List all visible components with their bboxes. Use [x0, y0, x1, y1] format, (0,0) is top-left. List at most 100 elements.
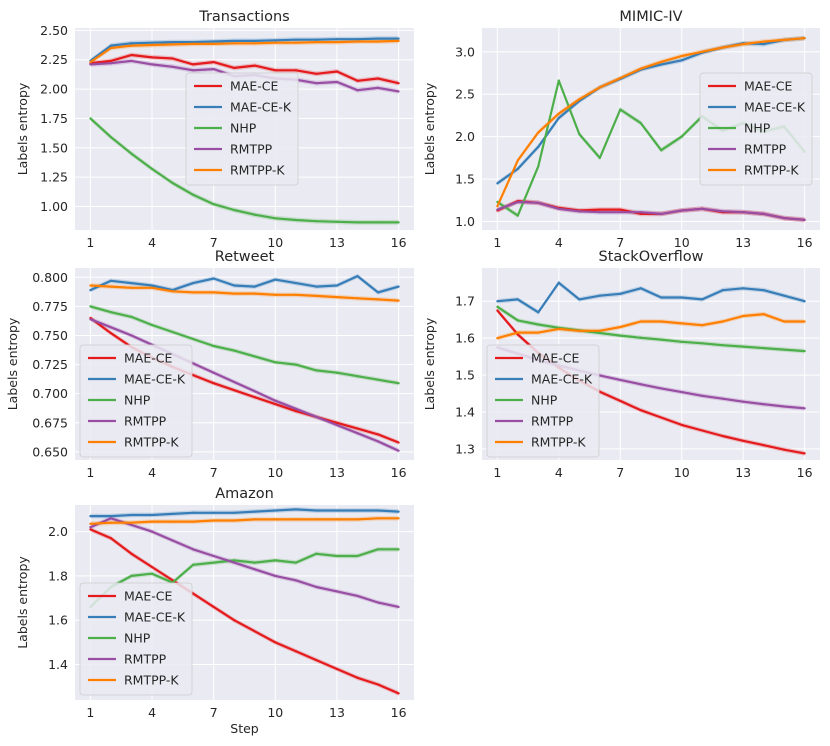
- data-point-rmtpp-k: [335, 518, 339, 521]
- y-tick-label: 1.5: [455, 172, 475, 187]
- data-point-rmtpp: [109, 517, 113, 520]
- y-tick-label: 1.5: [455, 368, 475, 383]
- series-line-rmtpp-k: [497, 313, 805, 340]
- x-tick-label: 7: [616, 235, 624, 250]
- data-point-mae-ce-k: [742, 287, 745, 290]
- data-point-rmtpp: [335, 590, 339, 593]
- data-point-rmtpp: [783, 405, 786, 408]
- data-point-rmtpp: [721, 210, 724, 213]
- data-point-mae-ce: [376, 77, 380, 80]
- data-point-nhp: [233, 559, 236, 562]
- x-tick-label: 7: [616, 465, 624, 480]
- panel-amazon: 1 4 7 10 13 16 1.4 1.6 1.8 2.0 Amazon Labels entrop…: [15, 486, 414, 736]
- x-tick-label: 1: [86, 465, 94, 480]
- x-tick-label: 1: [86, 235, 94, 250]
- data-point-mae-ce: [598, 208, 601, 211]
- data-point-mae-ce: [109, 332, 113, 335]
- data-point-mae-ce: [192, 373, 195, 377]
- legend-label-rmtpp: RMTPP: [531, 414, 574, 429]
- x-tick-label: 1: [86, 705, 94, 720]
- data-point-mae-ce: [639, 409, 642, 412]
- y-tick-label: 2.00: [40, 82, 68, 97]
- data-point-rmtpp: [130, 334, 133, 337]
- y-tick-label: 1.00: [40, 199, 68, 214]
- panel-mimic-iv: 1 4 7 10 13 16 1.0 1.5 2.0 2.5 3.0 MIMIC-IV Labels e…: [422, 9, 820, 250]
- series-band-mae-ce: [90, 527, 399, 696]
- legend-label-nhp: NHP: [124, 631, 151, 646]
- y-tick-label: 1.50: [40, 140, 68, 155]
- data-point-rmtpp: [762, 212, 765, 215]
- legend-box: [185, 72, 299, 186]
- data-point-rmtpp-k: [537, 131, 540, 134]
- data-point-nhp: [253, 561, 256, 564]
- x-tick-label: 10: [267, 235, 283, 250]
- series-line-rmtpp-k: [90, 517, 399, 525]
- y-tick-label: 0.800: [32, 270, 68, 285]
- y-tick-label: 2.5: [455, 87, 475, 102]
- data-point-rmtpp: [701, 207, 704, 210]
- data-point-rmtpp: [150, 530, 154, 533]
- legend-label-nhp: NHP: [744, 121, 771, 136]
- data-point-rmtpp: [356, 89, 359, 92]
- data-point-mae-ce-k: [192, 282, 195, 285]
- data-point-mae-ce-k: [516, 167, 519, 170]
- legend: MAE-CE MAE-CE-K NHP RMTPP RMTPP-K: [79, 582, 193, 696]
- data-point-mae-ce-k: [496, 182, 499, 185]
- data-point-nhp: [701, 342, 704, 345]
- legend-label-nhp: NHP: [230, 121, 257, 136]
- data-point-rmtpp-k: [294, 518, 297, 521]
- data-point-rmtpp-k: [619, 76, 622, 80]
- data-point-rmtpp-k: [89, 60, 92, 64]
- y-tick-label: 1.4: [455, 405, 475, 420]
- data-point-nhp: [233, 208, 236, 212]
- data-point-mae-ce: [335, 667, 339, 671]
- legend-label-rmtpp: RMTPP: [124, 414, 167, 429]
- legend-label-mae-ce: MAE-CE: [531, 351, 579, 366]
- data-point-rmtpp: [397, 449, 400, 452]
- data-point-rmtpp-k: [274, 518, 277, 521]
- data-point-rmtpp-k: [233, 292, 236, 295]
- data-point-mae-ce: [89, 528, 92, 531]
- data-point-rmtpp: [803, 218, 806, 221]
- legend-box: [79, 344, 193, 458]
- data-point-mae-ce-k: [335, 284, 339, 287]
- data-point-mae-ce: [274, 69, 277, 72]
- data-point-mae-ce: [721, 434, 724, 438]
- legend-label-mae-ce: MAE-CE: [744, 79, 792, 94]
- data-point-mae-ce-k: [150, 41, 154, 44]
- data-point-rmtpp: [537, 201, 540, 204]
- legend-box: [79, 582, 193, 696]
- data-point-nhp: [660, 338, 663, 341]
- data-point-mae-ce: [109, 59, 113, 62]
- data-point-rmtpp-k: [109, 46, 113, 50]
- series-line-rmtpp-k: [89, 39, 399, 64]
- data-point-nhp: [537, 323, 540, 326]
- data-point-rmtpp: [109, 326, 113, 329]
- legend-box: [486, 344, 600, 458]
- panel-transactions: 1 4 7 10 13 16 1.00 1.25 1.50 1.75 2.00 2.25 2.50 Tra…: [15, 9, 414, 250]
- data-point-rmtpp-k: [150, 286, 154, 289]
- y-tick-label: 2.0: [455, 129, 475, 144]
- data-point-rmtpp: [639, 211, 642, 214]
- data-point-mae-ce: [212, 382, 215, 385]
- data-point-mae-ce: [274, 403, 277, 406]
- data-point-nhp: [803, 349, 806, 353]
- data-point-mae-ce-k: [274, 278, 277, 281]
- series-line-nhp: [89, 117, 399, 224]
- data-point-mae-ce-k: [315, 509, 318, 512]
- data-point-mae-ce-k: [680, 296, 683, 299]
- data-point-rmtpp: [315, 585, 318, 589]
- series-line-rmtpp: [497, 200, 805, 221]
- data-point-mae-ce: [619, 208, 622, 211]
- data-point-rmtpp-k: [294, 41, 297, 44]
- data-point-mae-ce-k: [680, 59, 683, 62]
- data-point-rmtpp-k: [171, 43, 174, 46]
- legend-label-rmtpp-k: RMTPP-K: [230, 163, 285, 178]
- data-point-mae-ce-k: [150, 513, 154, 517]
- data-point-rmtpp-k: [721, 320, 724, 323]
- series-line-mae-ce-k: [89, 37, 399, 62]
- data-point-nhp: [496, 305, 499, 308]
- legend-label-rmtpp-k: RMTPP-K: [531, 435, 586, 450]
- data-point-mae-ce: [192, 592, 195, 595]
